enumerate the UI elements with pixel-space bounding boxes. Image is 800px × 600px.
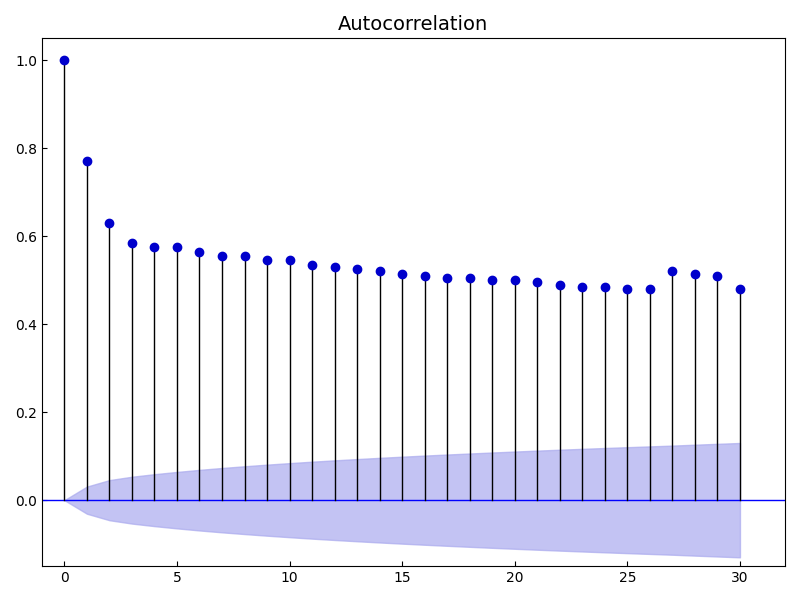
- Title: Autocorrelation: Autocorrelation: [338, 15, 489, 34]
